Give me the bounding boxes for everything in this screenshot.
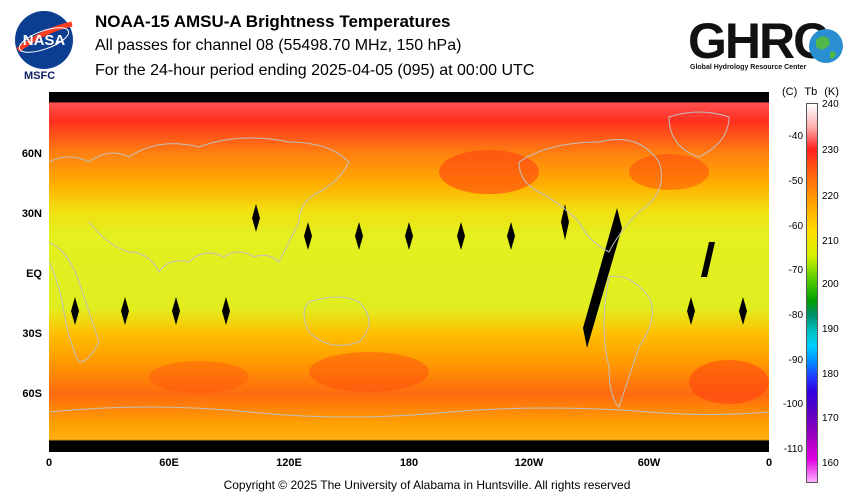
colorbar-k-tick: 170 <box>822 413 839 424</box>
orbit-gap <box>121 297 129 325</box>
lat-label-60n: 60N <box>21 148 42 160</box>
colorbar-k-tick: 230 <box>822 145 839 156</box>
lon-label-0-right: 0 <box>765 457 773 469</box>
lat-label-eq: EQ <box>26 268 42 280</box>
channel-subtitle: All passes for channel 08 (55498.70 MHz,… <box>95 37 462 54</box>
coastline-africa <box>49 241 100 363</box>
nasa-logo: NASA <box>15 11 73 69</box>
warm-blob <box>149 361 249 393</box>
orbit-gap <box>561 204 569 240</box>
coastline-south-america <box>603 275 653 408</box>
coastlines <box>49 111 769 418</box>
colorbar-c-tick: -100 <box>782 399 803 410</box>
coastline-antarctica <box>49 406 769 418</box>
orbit-gap <box>701 242 715 277</box>
colorbar-k-tick: 180 <box>822 369 839 380</box>
copyright-notice: Copyright © 2025 The University of Alaba… <box>223 478 631 492</box>
lon-label-60e: 60E <box>159 457 179 469</box>
colorbar-c-tick: -80 <box>788 310 803 321</box>
coastline-eurasia <box>49 137 350 273</box>
orbit-gap <box>687 297 695 325</box>
orbit-gap <box>172 297 180 325</box>
orbit-gap <box>507 222 515 250</box>
colorbar-unit-k: (K) <box>824 86 839 98</box>
warm-blob <box>629 154 709 190</box>
colorbar-k-tick: 220 <box>822 191 839 202</box>
warm-blob <box>689 360 769 404</box>
colorbar-k-tick: 160 <box>822 458 839 469</box>
colorbar-k-tick: 240 <box>822 99 839 110</box>
colorbar-unit-c: (C) <box>782 86 798 98</box>
colorbar-c-tick: -40 <box>788 131 803 142</box>
brightness-temperature-map <box>49 92 769 452</box>
lon-label-0-left: 0 <box>45 457 53 469</box>
colorbar-header: (C) Tb (K) <box>782 86 839 98</box>
colorbar-c-tick: -90 <box>788 355 803 366</box>
orbit-gap <box>222 297 230 325</box>
ghrc-logo: GHRC <box>688 13 843 69</box>
colorbar-c-tick: -70 <box>788 265 803 276</box>
lat-label-30s: 30S <box>22 328 42 340</box>
colorbar-c-tick: -110 <box>783 444 803 455</box>
colorbar <box>806 103 818 483</box>
colorbar-c-tick: -50 <box>788 176 803 187</box>
lon-label-180: 180 <box>399 457 419 469</box>
coastline-greenland <box>668 111 730 158</box>
orbit-gap <box>71 297 79 325</box>
coastline-australia <box>303 296 370 346</box>
coastline-north-america <box>518 139 662 253</box>
colorbar-k-tick: 190 <box>822 324 839 335</box>
temperature-field <box>49 92 769 452</box>
colorbar-k-tick: 210 <box>822 236 839 247</box>
page-title: NOAA-15 AMSU-A Brightness Temperatures <box>95 12 451 31</box>
orbit-gap <box>355 222 363 250</box>
orbit-gap <box>739 297 747 325</box>
lat-label-60s: 60S <box>22 388 42 400</box>
msfc-label: MSFC <box>24 70 56 82</box>
ghrc-subtitle: Global Hydrology Resource Center <box>690 64 807 71</box>
period-subtitle: For the 24-hour period ending 2025-04-05… <box>95 62 535 79</box>
ghrc-logo-text: GHRC <box>688 13 828 69</box>
warm-blob <box>309 352 429 392</box>
orbit-gap <box>405 222 413 250</box>
orbit-gap <box>304 222 312 250</box>
orbit-gap <box>252 204 260 232</box>
nasa-logo-text: NASA <box>23 32 66 49</box>
warm-blob <box>439 150 539 194</box>
lat-label-30n: 30N <box>21 208 42 220</box>
data-gap-marks <box>71 204 747 348</box>
lon-label-120e: 120E <box>276 457 302 469</box>
lon-label-120w: 120W <box>514 457 544 469</box>
orbit-gap <box>457 222 465 250</box>
colorbar-tb: Tb <box>804 86 818 98</box>
colorbar-k-tick: 200 <box>822 279 839 290</box>
colorbar-c-tick: -60 <box>788 221 803 232</box>
orbit-gap <box>583 208 622 348</box>
lon-label-60w: 60W <box>637 457 661 469</box>
